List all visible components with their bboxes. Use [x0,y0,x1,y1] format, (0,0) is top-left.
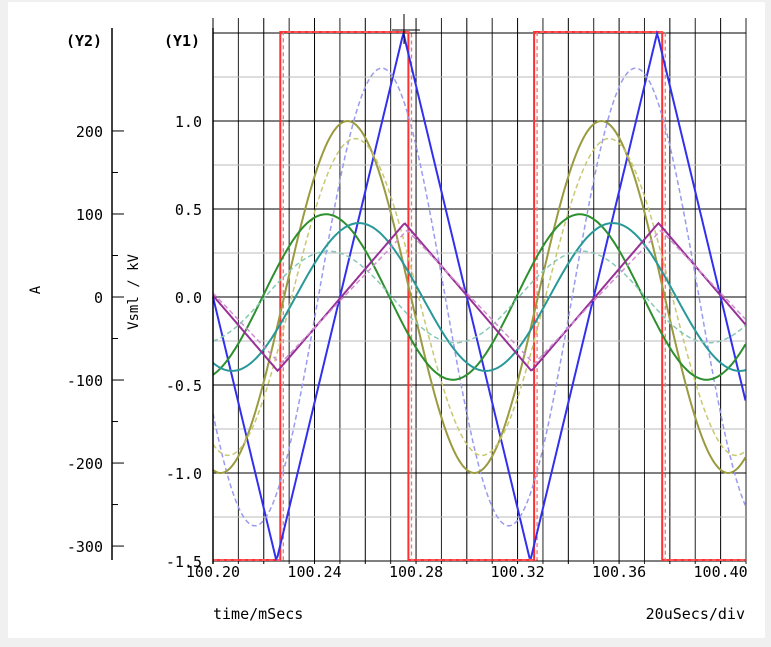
y1-tick-label: -1.5 [166,553,202,571]
y2-tick-label: 100 [76,206,103,224]
y1-axis-label: Vsml / kV [126,254,142,330]
axes: 200 100 0 -100 -200 -300 1.0 0.5 0.0 -0.5 -1.0 -1.5… [67,14,748,581]
y2-tick-label: 200 [76,123,103,141]
series-square_ref [213,31,746,561]
y2-axis-title: (Y2) [66,32,102,50]
y2-tick-label: -300 [67,538,103,556]
x-axis-label: time/mSecs [213,605,303,623]
chart-panel [8,2,765,638]
y2-axis-label: A [28,285,44,294]
y1-tick-label: 0.0 [175,289,202,307]
series-layer [212,29,747,562]
series-sine_blue_ref [212,67,747,527]
x-tick-label: 100.20 [186,563,240,581]
series-triangle_purple_ref [212,229,747,365]
series-sine_teal_ref [212,250,746,344]
y2-tick-label: 0 [94,289,103,307]
x-tick-label: 100.40 [694,563,748,581]
x-scale-note: 20uSecs/div [646,605,745,623]
series-triangle_blue [212,29,747,562]
x-tick-label: 100.32 [490,563,544,581]
y1-tick-label: 0.5 [175,201,202,219]
series-triangle_purple [212,221,747,373]
y1-axis-title: (Y1) [164,32,200,50]
series-sine_olive_ref [212,137,746,457]
y1-tick-label: 1.0 [175,113,202,131]
y1-tick-label: -0.5 [166,377,202,395]
series-sine_teal [212,222,746,372]
x-tick-label: 100.36 [592,563,646,581]
series-square [213,31,746,561]
y2-tick-label: -200 [67,455,103,473]
x-tick-label: 100.24 [287,563,341,581]
y1-tick-label: -1.0 [166,465,202,483]
y2-tick-label: -100 [67,372,103,390]
series-sine_green [212,213,747,381]
x-tick-label: 100.28 [389,563,443,581]
labels: (Y2) (Y1) A Vsml / kV time/mSecs 20uSecs… [28,32,745,623]
